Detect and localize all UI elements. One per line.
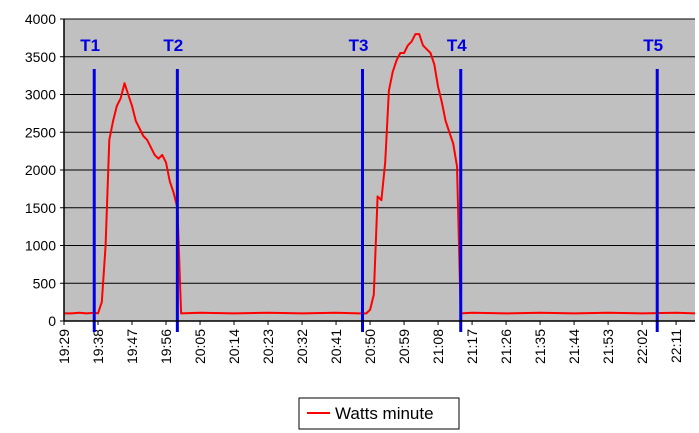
marker-label-t5: T5 (643, 36, 663, 55)
x-tick-label: 20:23 (260, 329, 276, 364)
marker-label-t2: T2 (163, 36, 183, 55)
x-tick-label: 21:26 (498, 329, 514, 364)
y-tick-label: 500 (33, 275, 57, 291)
x-tick-label: 22:11 (668, 329, 684, 363)
legend: Watts minute (298, 397, 460, 430)
y-tick-label: 1500 (25, 200, 56, 216)
x-tick-label: 20:32 (294, 329, 310, 364)
x-tick-label: 19:29 (56, 329, 72, 364)
marker-label-t3: T3 (349, 36, 369, 55)
x-tick-label: 20:50 (362, 329, 378, 364)
marker-label-t1: T1 (80, 36, 100, 55)
x-tick-label: 20:14 (226, 329, 242, 364)
x-tick-label: 20:05 (192, 329, 208, 364)
x-tick-label: 21:08 (430, 329, 446, 364)
y-tick-label: 4000 (25, 11, 56, 27)
y-tick-label: 2500 (25, 124, 56, 140)
x-tick-label: 19:56 (158, 329, 174, 364)
y-axis-ticks: 0 500 1000 1500 2000 2500 3000 3500 4000 (25, 11, 64, 329)
x-tick-label: 22:02 (634, 329, 650, 364)
legend-label-watts-minute: Watts minute (335, 404, 434, 423)
marker-label-t4: T4 (447, 36, 467, 55)
x-tick-label: 21:35 (532, 329, 548, 364)
x-tick-label: 21:17 (464, 329, 480, 364)
x-tick-label: 19:47 (124, 329, 140, 364)
markers-group: T1 T2 T3 T4 T5 (80, 36, 663, 332)
y-tick-label: 3000 (25, 87, 56, 103)
x-tick-label: 19:38 (90, 329, 106, 364)
y-tick-label: 3500 (25, 49, 56, 65)
y-tick-label: 1000 (25, 238, 56, 254)
x-tick-label: 21:44 (566, 329, 582, 364)
x-tick-label: 20:59 (396, 329, 412, 364)
y-tick-label: 2000 (25, 162, 56, 178)
y-tick-label: 0 (48, 313, 56, 329)
x-tick-label: 21:53 (600, 329, 616, 364)
x-tick-label: 20:41 (328, 329, 344, 364)
gridlines (64, 18, 695, 284)
x-axis-ticks: 19:29 19:38 19:47 19:56 20:05 20:14 20:23 20:32… (56, 321, 684, 364)
